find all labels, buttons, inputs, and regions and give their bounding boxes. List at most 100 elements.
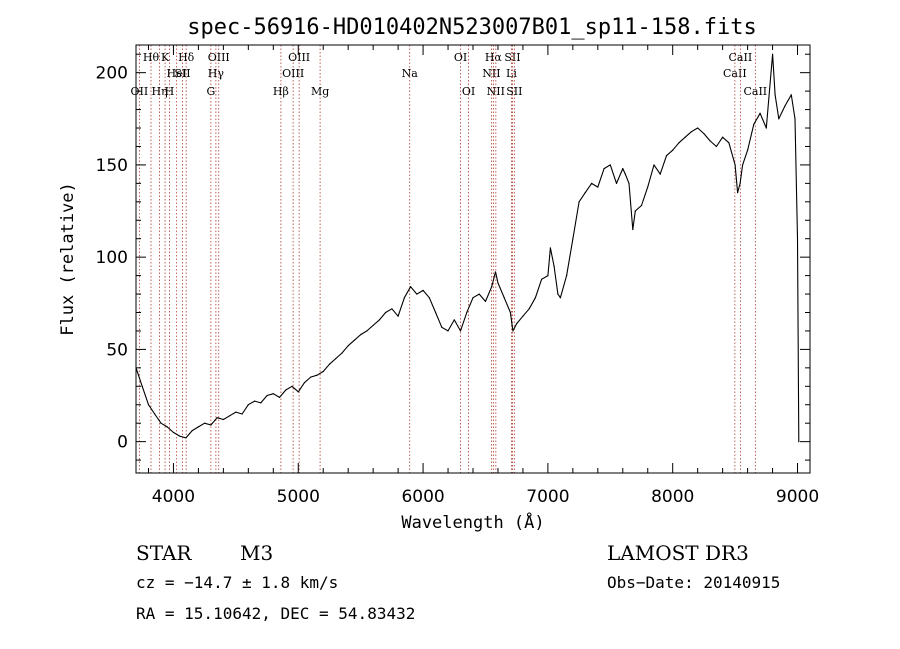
object-subclass: M3 — [240, 541, 273, 565]
data-point — [578, 201, 580, 203]
data-point — [765, 127, 767, 129]
data-point — [266, 394, 268, 397]
axis-ticks: 4000 5000 6000 7000 8000 9000 0 50 100 150 200 — [96, 45, 819, 507]
line-label: Hη — [151, 85, 167, 98]
data-point — [372, 324, 374, 327]
data-point — [794, 118, 796, 120]
data-point — [778, 118, 780, 120]
data-point — [360, 334, 362, 336]
data-point — [428, 297, 430, 299]
line-label: K — [161, 51, 170, 64]
data-point — [447, 330, 449, 332]
data-point — [160, 422, 162, 424]
data-point — [722, 136, 724, 138]
data-point — [204, 422, 206, 424]
data-point — [491, 286, 493, 288]
x-tick-label: 7000 — [526, 487, 569, 507]
data-point — [378, 319, 380, 321]
data-point — [472, 297, 474, 299]
data-point — [272, 393, 274, 395]
data-point — [559, 297, 561, 299]
x-axis-label: Wavelength (Å) — [401, 511, 544, 533]
data-point — [297, 391, 299, 393]
data-point — [497, 282, 499, 284]
data-point — [253, 400, 256, 402]
data-point — [622, 168, 624, 170]
line-label: Mg — [311, 85, 329, 98]
data-point — [353, 339, 356, 341]
data-point — [478, 293, 480, 295]
data-point — [684, 136, 686, 138]
data-point — [653, 164, 655, 166]
data-point — [647, 186, 649, 188]
data-point — [728, 142, 730, 144]
data-point — [739, 182, 741, 184]
data-point — [590, 182, 593, 184]
data-point — [154, 413, 156, 415]
line-label: OIII — [208, 51, 230, 64]
x-tick-label: 9000 — [776, 487, 819, 507]
line-label: OI — [462, 85, 475, 98]
data-point — [609, 164, 611, 166]
data-point — [553, 265, 555, 267]
data-point — [166, 426, 168, 428]
line-label: Li — [506, 67, 517, 80]
data-point — [453, 319, 455, 321]
data-point — [147, 404, 150, 406]
data-point — [341, 352, 343, 354]
line-label: Hδ — [178, 51, 195, 64]
data-point — [557, 293, 559, 295]
line-label: CaII — [723, 67, 747, 80]
data-point — [547, 275, 549, 277]
data-point — [291, 385, 293, 387]
line-label: NII — [482, 67, 500, 80]
data-point — [628, 182, 630, 184]
line-label: Hγ — [208, 67, 225, 80]
data-point — [434, 311, 437, 314]
data-point — [659, 173, 661, 175]
data-point — [347, 345, 349, 347]
data-point — [665, 155, 668, 157]
data-point — [634, 210, 636, 212]
emission-line-markers: OIIHθHηKHHeISIIHδGHγOIIIHβOIIIOIIIMgNaOI… — [131, 45, 767, 473]
data-point — [672, 149, 674, 151]
data-point — [391, 308, 393, 310]
data-point — [742, 164, 744, 166]
data-point — [615, 182, 618, 184]
data-point — [285, 389, 287, 391]
data-point — [241, 413, 243, 415]
data-point — [715, 145, 717, 148]
data-point — [753, 123, 755, 125]
line-label: CaII — [729, 51, 753, 64]
data-point — [322, 370, 324, 373]
data-point — [247, 404, 249, 406]
data-point — [572, 238, 574, 240]
data-point — [771, 53, 774, 55]
data-point — [191, 429, 193, 432]
x-tick-label: 4000 — [152, 487, 195, 507]
line-label: OIII — [288, 51, 310, 64]
x-tick-label: 8000 — [651, 487, 694, 507]
data-point — [790, 94, 792, 96]
data-point — [441, 326, 443, 328]
data-point — [603, 168, 605, 170]
y-tick-label: 50 — [106, 340, 128, 360]
plot-frame — [135, 44, 811, 474]
survey-name: LAMOST DR3 — [607, 541, 749, 565]
data-point — [784, 105, 786, 107]
data-point — [172, 431, 175, 434]
data-point — [522, 315, 524, 317]
data-point — [737, 191, 739, 194]
data-point — [422, 289, 424, 291]
data-point — [734, 164, 736, 166]
info-panel: STAR M3 LAMOST DR3 cz = −14.7 ± 1.8 km/s… — [136, 541, 780, 623]
data-point — [385, 311, 387, 314]
data-point — [216, 417, 218, 419]
line-label: Hα — [485, 51, 503, 64]
data-point — [703, 132, 705, 135]
line-label: SII — [506, 85, 522, 98]
data-point — [303, 382, 306, 384]
line-label: G — [206, 85, 215, 98]
data-point — [584, 191, 586, 194]
